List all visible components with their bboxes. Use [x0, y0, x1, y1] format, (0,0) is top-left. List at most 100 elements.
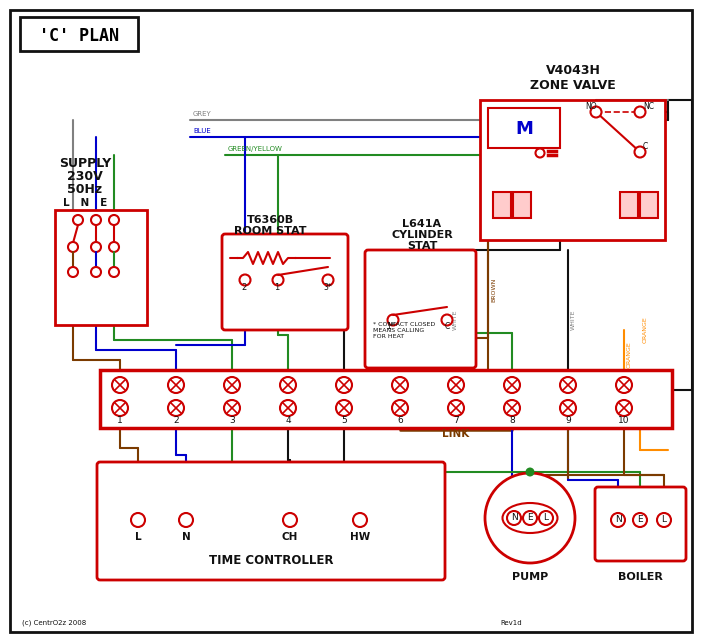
Text: * CONTACT CLOSED
MEANS CALLING
FOR HEAT: * CONTACT CLOSED MEANS CALLING FOR HEAT — [373, 322, 435, 339]
Circle shape — [91, 242, 101, 252]
Text: C: C — [444, 322, 449, 331]
Text: 3: 3 — [229, 415, 235, 424]
Circle shape — [392, 400, 408, 416]
Text: L: L — [661, 515, 666, 524]
Text: 1: 1 — [274, 283, 279, 292]
Text: STAT: STAT — [407, 241, 437, 251]
Text: 5: 5 — [341, 415, 347, 424]
Text: BLUE: BLUE — [193, 128, 211, 134]
Circle shape — [539, 511, 553, 525]
Circle shape — [109, 215, 119, 225]
Circle shape — [68, 242, 78, 252]
Text: 230V: 230V — [67, 169, 103, 183]
Circle shape — [336, 377, 352, 393]
Circle shape — [633, 513, 647, 527]
Text: 2: 2 — [241, 283, 246, 292]
Text: T6360B: T6360B — [246, 215, 293, 225]
Text: ORANGE: ORANGE — [643, 317, 648, 344]
FancyBboxPatch shape — [620, 192, 638, 218]
Ellipse shape — [503, 503, 557, 533]
Text: CH: CH — [282, 532, 298, 542]
Circle shape — [239, 274, 251, 285]
Circle shape — [112, 377, 128, 393]
FancyBboxPatch shape — [480, 100, 665, 240]
FancyBboxPatch shape — [488, 108, 560, 148]
Circle shape — [507, 511, 521, 525]
Circle shape — [91, 215, 101, 225]
Text: N: N — [510, 513, 517, 522]
Circle shape — [272, 274, 284, 285]
FancyBboxPatch shape — [20, 17, 138, 51]
Circle shape — [392, 377, 408, 393]
FancyBboxPatch shape — [55, 210, 147, 325]
Circle shape — [280, 377, 296, 393]
Circle shape — [224, 400, 240, 416]
Text: L   N   E: L N E — [63, 198, 107, 208]
Circle shape — [635, 147, 646, 158]
Circle shape — [448, 377, 464, 393]
Text: 'C' PLAN: 'C' PLAN — [39, 27, 119, 45]
Text: SUPPLY: SUPPLY — [59, 156, 111, 169]
Text: 8: 8 — [509, 415, 515, 424]
Circle shape — [590, 106, 602, 117]
Circle shape — [336, 400, 352, 416]
Text: 7: 7 — [453, 415, 459, 424]
Text: 6: 6 — [397, 415, 403, 424]
Text: E: E — [527, 513, 533, 522]
FancyBboxPatch shape — [513, 192, 531, 218]
Text: GREY: GREY — [193, 111, 212, 117]
Circle shape — [283, 513, 297, 527]
Text: 1*: 1* — [387, 322, 395, 331]
Circle shape — [616, 377, 632, 393]
Circle shape — [504, 400, 520, 416]
Circle shape — [224, 377, 240, 393]
Circle shape — [68, 267, 78, 277]
Text: L: L — [135, 532, 141, 542]
Text: BOILER: BOILER — [618, 572, 663, 582]
Circle shape — [91, 267, 101, 277]
Text: PUMP: PUMP — [512, 572, 548, 582]
Text: 4: 4 — [285, 415, 291, 424]
Circle shape — [504, 377, 520, 393]
Circle shape — [168, 400, 184, 416]
Text: NO: NO — [585, 102, 597, 111]
Circle shape — [109, 267, 119, 277]
FancyBboxPatch shape — [595, 487, 686, 561]
Text: BROWN: BROWN — [491, 278, 496, 302]
Circle shape — [611, 513, 625, 527]
Text: WHITE: WHITE — [453, 310, 458, 330]
FancyBboxPatch shape — [222, 234, 348, 330]
Text: HW: HW — [350, 532, 370, 542]
Text: Rev1d: Rev1d — [500, 620, 522, 626]
Circle shape — [168, 377, 184, 393]
Circle shape — [616, 400, 632, 416]
Circle shape — [657, 513, 671, 527]
Text: (c) CentrO2z 2008: (c) CentrO2z 2008 — [22, 620, 86, 626]
FancyBboxPatch shape — [493, 192, 511, 218]
Circle shape — [179, 513, 193, 527]
Text: 2: 2 — [173, 415, 179, 424]
Text: ROOM STAT: ROOM STAT — [234, 226, 306, 236]
Text: NC: NC — [643, 102, 654, 111]
Circle shape — [560, 377, 576, 393]
Text: TIME CONTROLLER: TIME CONTROLLER — [208, 553, 333, 567]
Text: 10: 10 — [618, 415, 630, 424]
Circle shape — [635, 106, 646, 117]
Circle shape — [448, 400, 464, 416]
Text: N: N — [615, 515, 621, 524]
Text: V4043H
ZONE VALVE: V4043H ZONE VALVE — [530, 64, 616, 92]
Text: C: C — [643, 142, 648, 151]
Circle shape — [280, 400, 296, 416]
Circle shape — [485, 473, 575, 563]
Text: 50Hz: 50Hz — [67, 183, 102, 196]
Text: L: L — [543, 513, 548, 522]
Circle shape — [322, 274, 333, 285]
FancyBboxPatch shape — [10, 10, 692, 632]
FancyBboxPatch shape — [365, 250, 476, 368]
Circle shape — [388, 315, 399, 326]
Circle shape — [523, 511, 537, 525]
Text: CYLINDER: CYLINDER — [391, 230, 453, 240]
Text: WHITE: WHITE — [571, 310, 576, 330]
FancyBboxPatch shape — [97, 462, 445, 580]
Text: 1: 1 — [117, 415, 123, 424]
